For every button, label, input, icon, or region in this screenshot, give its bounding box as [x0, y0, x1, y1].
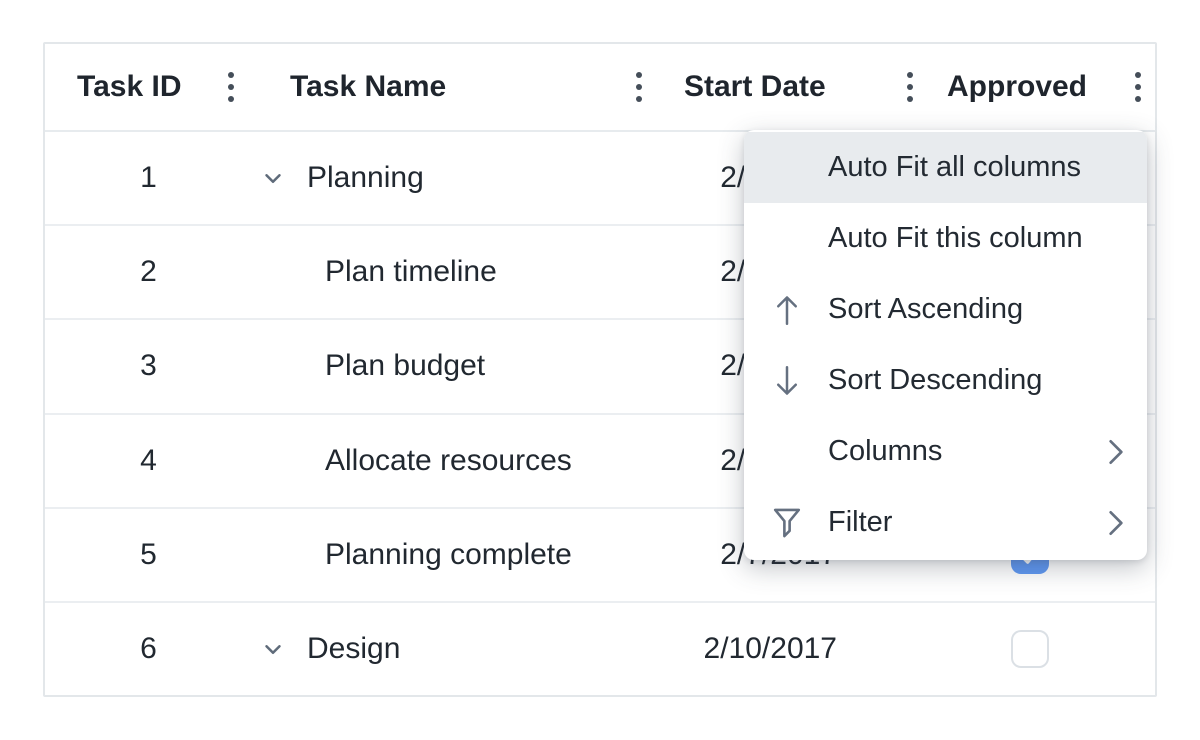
cell-task-id: 1: [45, 161, 252, 195]
menu-item-label: Auto Fit this column: [828, 222, 1083, 254]
chevron-right-icon: [1107, 436, 1125, 468]
column-title-task-name: Task Name: [290, 70, 447, 103]
chevron-right-icon: [1107, 507, 1125, 539]
cell-task-name: Design: [252, 632, 662, 666]
menu-item-auto-fit-this-column[interactable]: Auto Fit this column: [744, 203, 1147, 274]
column-menu-icon[interactable]: [224, 68, 238, 106]
task-id-value: 5: [140, 537, 157, 571]
cell-task-name: Allocate resources: [252, 444, 662, 478]
start-date-value: 2/10/2017: [703, 631, 837, 665]
tree-indent: [260, 272, 325, 273]
tree-indent: [260, 366, 325, 367]
task-name-value: Allocate resources: [325, 443, 572, 477]
task-name-value: Plan budget: [325, 349, 486, 383]
menu-item-columns[interactable]: Columns: [744, 416, 1147, 487]
task-id-value: 4: [140, 443, 157, 477]
filter-icon: [770, 506, 804, 540]
column-menu-icon[interactable]: [903, 68, 917, 106]
cell-task-id: 5: [45, 538, 252, 572]
task-id-value: 3: [140, 349, 157, 383]
header-cell-approved[interactable]: Approved: [927, 44, 1155, 130]
cell-task-name: Planning: [252, 161, 662, 195]
cell-task-id: 6: [45, 632, 252, 666]
column-menu-icon[interactable]: [632, 68, 646, 106]
tree-indent: [260, 460, 325, 461]
column-title-task-id: Task ID: [77, 70, 182, 103]
menu-item-auto-fit-all-columns[interactable]: Auto Fit all columns: [744, 132, 1147, 203]
header-cell-start-date[interactable]: Start Date: [662, 44, 927, 130]
menu-item-label: Sort Descending: [828, 364, 1043, 396]
menu-item-label: Auto Fit all columns: [828, 151, 1082, 183]
task-name-value: Planning complete: [325, 537, 572, 571]
task-name-value: Planning: [307, 161, 424, 195]
tree-indent: [260, 554, 325, 555]
cell-task-id: 2: [45, 255, 252, 289]
header-cell-task-name[interactable]: Task Name: [252, 44, 662, 130]
menu-item-label: Sort Ascending: [828, 293, 1024, 325]
arrow-up-icon: [770, 292, 804, 328]
column-menu-popup: Auto Fit all columns Auto Fit this column…: [744, 130, 1147, 560]
cell-task-name: Planning complete: [252, 538, 662, 572]
task-name-value: Plan timeline: [325, 255, 497, 289]
menu-item-sort-descending[interactable]: Sort Descending: [744, 345, 1147, 416]
column-menu-icon[interactable]: [1131, 68, 1145, 106]
header-cell-task-id[interactable]: Task ID: [45, 44, 252, 130]
grid-header-row: Task ID Task Name Start Date Approved: [45, 44, 1155, 132]
column-title-approved: Approved: [947, 70, 1088, 103]
chevron-down-icon[interactable]: [260, 635, 288, 663]
cell-task-id: 3: [45, 349, 252, 383]
cell-start-date: 2/10/2017: [662, 632, 927, 666]
menu-item-label: Columns: [828, 435, 943, 467]
task-id-value: 6: [140, 631, 157, 665]
cell-task-name: Plan timeline: [252, 255, 662, 289]
task-name-value: Design: [307, 631, 401, 665]
menu-item-filter[interactable]: Filter: [744, 487, 1147, 558]
task-id-value: 2: [140, 255, 157, 289]
chevron-down-icon[interactable]: [260, 164, 288, 192]
cell-approved: [927, 629, 1155, 668]
approved-checkbox-unchecked[interactable]: [1011, 629, 1049, 668]
column-title-start-date: Start Date: [684, 70, 826, 103]
table-row[interactable]: 6 Design 2/10/2017: [45, 600, 1155, 695]
cell-task-name: Plan budget: [252, 349, 662, 383]
arrow-down-icon: [770, 363, 804, 399]
menu-item-label: Filter: [828, 506, 893, 538]
task-id-value: 1: [140, 161, 157, 195]
menu-item-sort-ascending[interactable]: Sort Ascending: [744, 274, 1147, 345]
cell-task-id: 4: [45, 444, 252, 478]
